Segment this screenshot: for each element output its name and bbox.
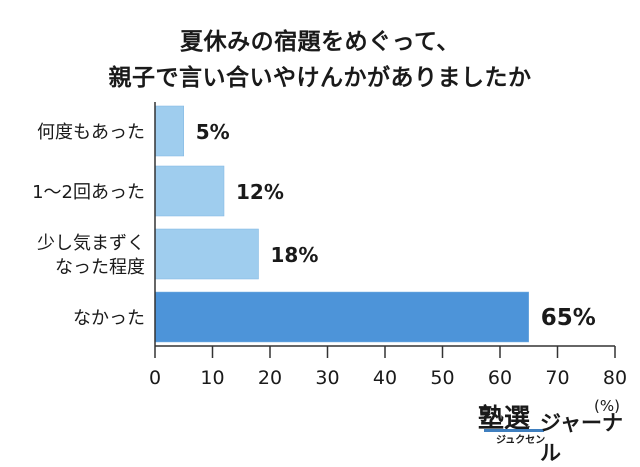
data-label-1: 12% <box>236 180 284 204</box>
x-tick-label-1: 10 <box>200 367 224 389</box>
x-tick-label-8: 80 <box>603 367 627 389</box>
brand-logo: 塾選 ジュクセン ジャーナル <box>478 398 638 465</box>
category-label-1-0: 1〜2回あった <box>32 182 145 203</box>
x-tick-label-7: 70 <box>545 367 569 389</box>
logo-sub-text: ジュクセン <box>496 435 546 446</box>
data-label-2: 18% <box>271 243 319 267</box>
chart-title-line-1: 夏休みの宿題をめぐって、 <box>180 29 460 55</box>
data-label-3: 65% <box>541 305 596 331</box>
x-tick-label-5: 50 <box>430 367 454 389</box>
logo-journal-text: ジャーナル <box>540 411 623 465</box>
category-label-2-0: 少し気まずく <box>37 233 145 254</box>
category-label-0-0: 何度もあった <box>37 122 145 143</box>
bar-1 <box>154 165 225 217</box>
x-tick-label-3: 30 <box>315 367 339 389</box>
chart-title-line-2: 親子で言い合いやけんかがありましたか <box>108 65 532 91</box>
x-tick-label-4: 40 <box>373 367 397 389</box>
category-label-3-0: なかった <box>73 308 145 329</box>
category-label-2-1: なった程度 <box>55 257 145 278</box>
x-tick-label-0: 0 <box>149 367 161 389</box>
data-label-0: 5% <box>196 120 230 144</box>
bar-2 <box>154 228 259 280</box>
x-tick-label-2: 20 <box>258 367 282 389</box>
unit-label: (%) <box>594 397 620 415</box>
bar-3 <box>154 291 529 343</box>
x-tick-label-6: 60 <box>488 367 512 389</box>
bar-0 <box>154 105 184 157</box>
logo-stripe <box>484 429 544 432</box>
